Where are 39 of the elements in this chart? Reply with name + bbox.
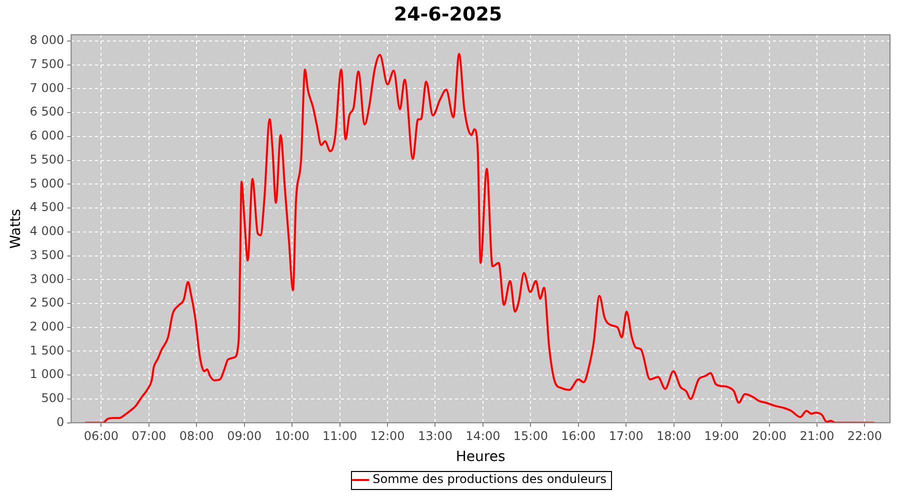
y-tick-label: 6 000: [30, 128, 64, 143]
x-tick-label: 07:00: [132, 429, 166, 444]
x-axis-title: Heures: [456, 449, 506, 466]
x-tick-label: 14:00: [466, 429, 500, 444]
line-series: [84, 52, 876, 423]
x-tick-label: 19:00: [704, 429, 739, 444]
y-tick-label: 8 000: [30, 33, 64, 48]
y-tick-label: 5 500: [30, 152, 64, 166]
x-tick-label: 13:00: [418, 429, 453, 444]
x-tick-label: 09:00: [227, 429, 262, 444]
x-tick-label: 11:00: [322, 429, 358, 444]
y-tick-label: 4 000: [30, 224, 64, 238]
y-tick-label: 2 500: [30, 296, 64, 310]
x-tick-label: 20:00: [752, 429, 787, 444]
x-tick-label: 06:00: [84, 429, 119, 444]
y-tick-label: 500: [41, 391, 64, 406]
x-tick-label: 17:00: [608, 429, 644, 444]
x-tick-label: 10:00: [274, 429, 310, 444]
y-tick-label: 2 000: [30, 319, 64, 334]
x-tick-label: 16:00: [561, 429, 596, 444]
x-tick-label: 22:00: [847, 429, 882, 444]
legend-label: Somme des productions des onduleurs: [372, 472, 607, 486]
y-tick-label: 6 500: [30, 104, 64, 119]
y-tick-label: 0: [56, 414, 64, 429]
chart-title: 24-6-2025: [394, 3, 502, 26]
y-tick-label: 1 500: [30, 343, 64, 358]
y-axis-title: Watts: [8, 208, 24, 249]
x-tick-label: 21:00: [800, 429, 834, 444]
y-tick-label: 7 000: [30, 80, 64, 95]
y-tick-label: 5 000: [30, 176, 64, 190]
x-tick-label: 08:00: [179, 429, 214, 444]
x-tick-label: 15:00: [513, 429, 548, 444]
y-tick-label: 3 500: [30, 248, 64, 262]
y-tick-label: 3 000: [30, 272, 64, 286]
x-tick-label: 18:00: [656, 429, 692, 444]
x-tick-label: 12:00: [370, 429, 405, 444]
y-tick-label: 4 500: [30, 200, 64, 214]
y-tick-label: 7 500: [30, 56, 64, 71]
y-tick-label: 1 000: [30, 367, 64, 382]
